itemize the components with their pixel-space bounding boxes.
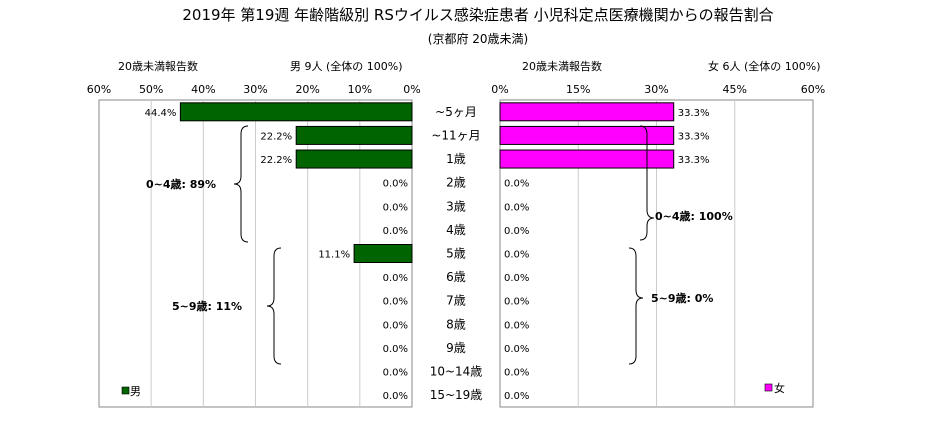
age-category-label: 9歳 xyxy=(446,341,466,355)
age-category-label: ~5ヶ月 xyxy=(435,105,477,119)
female-value-label: 33.3% xyxy=(678,155,710,166)
age-category-label: 8歳 xyxy=(446,317,466,331)
male-5-9-brace xyxy=(266,247,282,365)
age-category-label: 15~19歳 xyxy=(430,388,483,402)
female-legend-swatch xyxy=(764,383,773,392)
male-legend-label: 男 xyxy=(130,385,141,398)
male-value-label: 22.2% xyxy=(260,131,292,142)
age-category-label: 2歳 xyxy=(446,176,466,190)
female-value-label: 0.0% xyxy=(504,320,529,331)
female-tick-label: 60% xyxy=(801,83,825,96)
female-value-label: 0.0% xyxy=(504,391,529,402)
male-0-4-brace xyxy=(233,125,249,243)
male-legend-swatch xyxy=(121,386,130,395)
male-value-label: 0.0% xyxy=(383,226,408,237)
female-tick-label: 45% xyxy=(723,83,747,96)
female-5-9-brace xyxy=(628,247,644,365)
female-value-label: 0.0% xyxy=(504,226,529,237)
female-value-label: 0.0% xyxy=(504,202,529,213)
female-value-label: 0.0% xyxy=(504,297,529,308)
male-value-label: 0.0% xyxy=(383,368,408,379)
female-tick-label: 15% xyxy=(566,83,590,96)
male-value-label: 0.0% xyxy=(383,391,408,402)
male-bar xyxy=(353,244,413,263)
female-value-label: 33.3% xyxy=(678,131,710,142)
female-tick-label: 30% xyxy=(644,83,668,96)
male-bar xyxy=(295,125,413,145)
female-count-label: 20歳未満報告数 xyxy=(522,60,602,73)
age-category-label: 4歳 xyxy=(446,223,466,237)
male-value-label: 0.0% xyxy=(383,273,408,284)
male-total-label: 男 9人 (全体の 100%) xyxy=(290,59,403,73)
female-value-label: 0.0% xyxy=(504,273,529,284)
labels-layer: ~5ヶ月 44.4% 33.3% ~11ヶ月 22.2% 33.3% 1歳 22.2% 33.3… xyxy=(145,105,710,402)
female-value-label: 0.0% xyxy=(504,250,529,261)
male-value-label: 11.1% xyxy=(318,250,350,261)
male-bar xyxy=(295,149,413,169)
female-value-label: 0.0% xyxy=(504,368,529,379)
female-legend-label: 女 xyxy=(774,381,785,395)
age-category-label: ~11ヶ月 xyxy=(431,128,480,142)
female-0-4-annotation: 0~4歳: 100% xyxy=(655,209,733,223)
male-tick-label: 10% xyxy=(348,83,372,96)
chart-title: 2019年 第19週 年齢階級別 RSウイルス感染症患者 小児科定点医療機関から… xyxy=(182,6,773,24)
male-tick-label: 0% xyxy=(403,83,420,96)
male-value-label: 0.0% xyxy=(383,344,408,355)
age-category-label: 7歳 xyxy=(446,294,466,308)
male-tick-label: 20% xyxy=(295,83,319,96)
bars-layer xyxy=(179,102,675,263)
age-category-label: 3歳 xyxy=(446,199,466,213)
female-bar xyxy=(499,125,675,145)
male-value-label: 0.0% xyxy=(383,320,408,331)
age-category-label: 5歳 xyxy=(446,247,466,261)
female-total-label: 女 6人 (全体の 100%) xyxy=(708,59,821,73)
age-category-label: 1歳 xyxy=(446,152,466,166)
female-bar xyxy=(499,102,675,122)
female-0-4-brace xyxy=(639,125,655,241)
female-tick-label: 0% xyxy=(491,83,508,96)
chart-subtitle: (京都府 20歳未満) xyxy=(428,31,528,46)
male-5-9-annotation: 5~9歳: 11% xyxy=(172,299,242,313)
male-value-label: 22.2% xyxy=(260,155,292,166)
male-0-4-annotation: 0~4歳: 89% xyxy=(146,177,216,191)
female-value-label: 33.3% xyxy=(678,108,710,119)
male-tick-label: 40% xyxy=(191,83,215,96)
male-value-label: 0.0% xyxy=(383,297,408,308)
male-value-label: 0.0% xyxy=(383,179,408,190)
male-bar xyxy=(179,102,413,122)
age-category-label: 6歳 xyxy=(446,270,466,284)
male-tick-label: 30% xyxy=(243,83,267,96)
female-bar xyxy=(499,149,675,169)
male-tick-label: 50% xyxy=(139,83,163,96)
male-value-label: 0.0% xyxy=(383,202,408,213)
male-count-label: 20歳未満報告数 xyxy=(118,60,198,73)
female-5-9-annotation: 5~9歳: 0% xyxy=(651,291,713,305)
female-value-label: 0.0% xyxy=(504,179,529,190)
male-tick-label: 60% xyxy=(87,83,111,96)
male-value-label: 44.4% xyxy=(145,108,177,119)
female-value-label: 0.0% xyxy=(504,344,529,355)
age-category-label: 10~14歳 xyxy=(430,365,483,379)
